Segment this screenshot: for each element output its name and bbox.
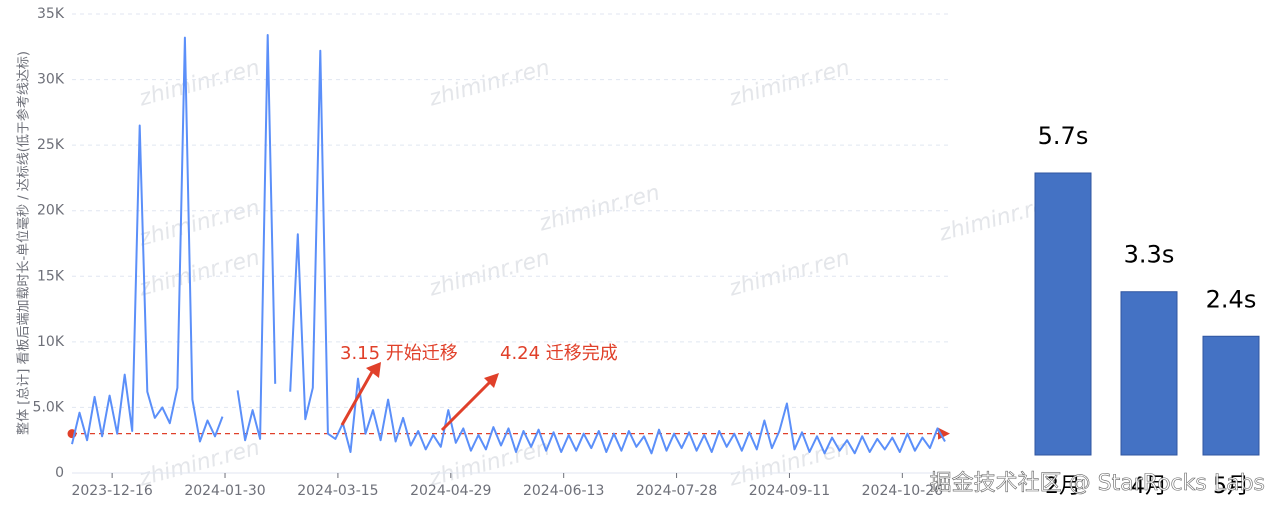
- watermark: zhiminr.ren: [426, 245, 553, 301]
- y-tick-label: 10K: [37, 334, 65, 350]
- y-tick-label: 15K: [37, 268, 65, 284]
- annotation: 4.24 迁移完成: [500, 343, 618, 364]
- y-tick-label: 5.0K: [33, 399, 65, 415]
- category-label: 5月: [1213, 474, 1249, 499]
- annotation-arrow: [340, 371, 374, 426]
- value-label: 2.4s: [1206, 285, 1257, 313]
- x-tick-label: 2024-06-13: [523, 483, 604, 499]
- x-tick-label: 2024-07-28: [636, 483, 717, 499]
- value-label: 5.7s: [1038, 122, 1089, 150]
- y-tick-label: 20K: [37, 203, 65, 219]
- series-line: [71, 36, 224, 445]
- y-tick-label: 35K: [37, 6, 65, 22]
- reference-arrow: [938, 427, 950, 440]
- value-label: 3.3s: [1124, 241, 1175, 269]
- annotation: 3.15 开始迁移: [340, 343, 458, 364]
- x-tick-label: 2024-04-29: [410, 483, 491, 499]
- category-label: 4月: [1131, 474, 1167, 499]
- y-tick-label: 30K: [37, 72, 65, 88]
- x-tick-label: 2024-03-15: [297, 483, 378, 499]
- watermark: zhiminr.ren: [136, 55, 263, 111]
- bar: [1202, 335, 1260, 456]
- x-tick-label: 2023-12-16: [71, 483, 152, 499]
- annotation-arrow-head: [366, 362, 381, 378]
- site-watermark: 掘金技术社区 @ StarRocks Labs: [930, 471, 1265, 496]
- series-line: [289, 49, 946, 455]
- bar: [1034, 172, 1092, 456]
- watermark: zhiminr.ren: [426, 55, 553, 111]
- watermark: zhiminr.ren: [726, 55, 853, 111]
- series-line: [236, 34, 277, 442]
- x-tick-label: 2024-01-30: [184, 483, 265, 499]
- annotation-arrow-head: [484, 373, 499, 388]
- watermark: zhiminr.ren: [536, 180, 663, 236]
- annotation-arrow: [440, 380, 492, 432]
- y-axis-title: 整体 [总计] 看板后端加载时长-单位毫秒 / 达标线(低于参考线达标): [16, 51, 32, 435]
- watermark: zhiminr.ren: [136, 195, 263, 251]
- category-label: 2月: [1045, 474, 1081, 499]
- watermark: zhiminr.ren: [726, 245, 853, 301]
- watermark: zhiminr.ren: [136, 245, 263, 301]
- bar: [1120, 291, 1178, 456]
- y-tick-label: 0: [55, 465, 64, 481]
- x-tick-label: 2024-09-11: [749, 483, 830, 499]
- x-tick-label: 2024-10-26: [862, 483, 943, 499]
- y-tick-label: 25K: [37, 137, 65, 153]
